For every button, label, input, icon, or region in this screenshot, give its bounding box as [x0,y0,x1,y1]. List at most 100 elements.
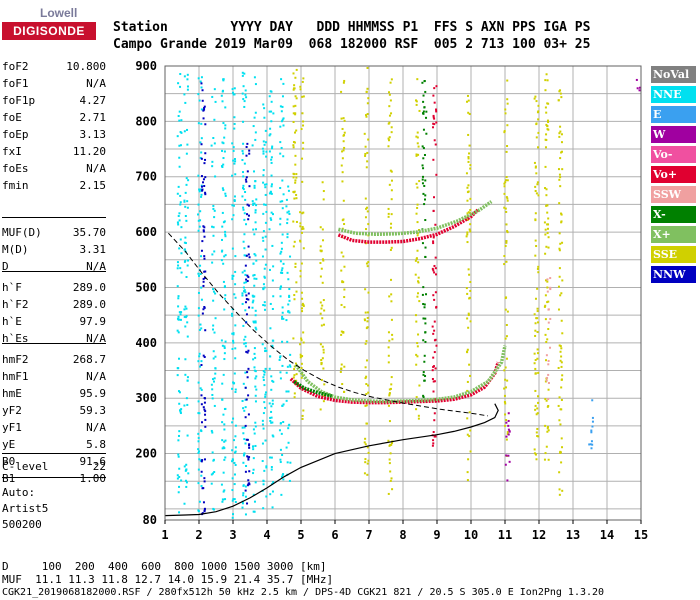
echo-point [253,284,256,287]
echo-point [367,459,370,462]
param-row: hmF1 N/A [2,368,106,385]
echo-point [365,228,368,231]
echo-point [179,130,182,133]
echo-point [263,116,266,119]
echo-point [536,181,539,184]
param-row: h`Es N/A [2,330,106,347]
echo-point [320,379,323,382]
echo-point [467,111,470,114]
echo-point [544,187,547,190]
echo-point [343,296,346,299]
echo-point [198,450,201,453]
echo-point [232,146,235,149]
echo-point [223,136,226,139]
echo-point [185,485,188,488]
echo-point [469,429,472,432]
echo-point [367,391,370,394]
echo-point [232,382,235,385]
echo-point [262,140,265,143]
echo-point [233,461,236,464]
echo-point [468,144,471,147]
param-row: h`F 289.0 [2,279,106,296]
echo-point [234,424,237,427]
echo-point [300,376,303,379]
echo-point [200,122,203,125]
echo-point [547,217,550,220]
echo-point [204,425,207,428]
echo-point [176,261,179,264]
echo-point [560,378,563,381]
echo-point [212,288,215,291]
echo-point [387,215,390,218]
echo-point [340,368,343,371]
echo-point [261,442,264,445]
echo-point [388,420,391,423]
echo-point [263,276,266,279]
echo-point [536,348,539,351]
echo-point [214,292,217,295]
echo-point [285,371,288,374]
echo-point [243,409,246,412]
echo-point [270,183,273,186]
echo-point [224,498,227,501]
echo-point [547,308,550,311]
echo-point [544,333,547,336]
echo-point [262,412,265,415]
echo-point [424,322,427,325]
echo-point [201,240,204,243]
echo-point [178,475,181,478]
echo-point [213,471,216,474]
echo-point [389,470,392,473]
echo-point [365,393,368,396]
echo-point [212,207,215,210]
echo-point [342,149,345,152]
echo-point [467,312,470,315]
echo-point [201,512,204,515]
echo-point [285,205,288,208]
echo-point [200,255,203,258]
echo-point [390,126,393,129]
echo-point [321,228,324,231]
echo-point [544,228,547,231]
echo-point [292,245,295,248]
echo-point [321,281,324,284]
echo-point [387,122,390,125]
echo-point [197,291,200,294]
echo-column [533,95,540,461]
echo-point [533,452,536,455]
echo-point [339,370,342,373]
echo-point [198,355,201,358]
echo-point [321,317,324,320]
echo-point [388,136,391,139]
echo-point [342,330,345,333]
echo-point [178,311,181,314]
echo-point [234,270,237,273]
echo-point [245,350,248,353]
echo-point [177,331,180,334]
echo-point [199,156,202,159]
echo-point [269,191,272,194]
echo-point [231,499,234,502]
echo-point [204,191,207,194]
echo-point [320,267,323,270]
echo-point [212,324,215,327]
echo-point [321,357,324,360]
echo-point [544,233,547,236]
echo-point [558,173,561,176]
echo-point [212,204,215,207]
echo-point [505,240,508,243]
echo-point [323,309,326,312]
echo-point [536,435,539,438]
echo-point [253,116,256,119]
echo-point [319,249,322,252]
echo-point [416,206,419,209]
echo-point [203,162,206,165]
echo-point [422,396,425,399]
echo-point [271,399,274,402]
echo-point [364,366,367,369]
echo-point [221,439,224,442]
echo-point [265,349,268,352]
echo-point [387,492,390,495]
echo-point [591,425,594,428]
